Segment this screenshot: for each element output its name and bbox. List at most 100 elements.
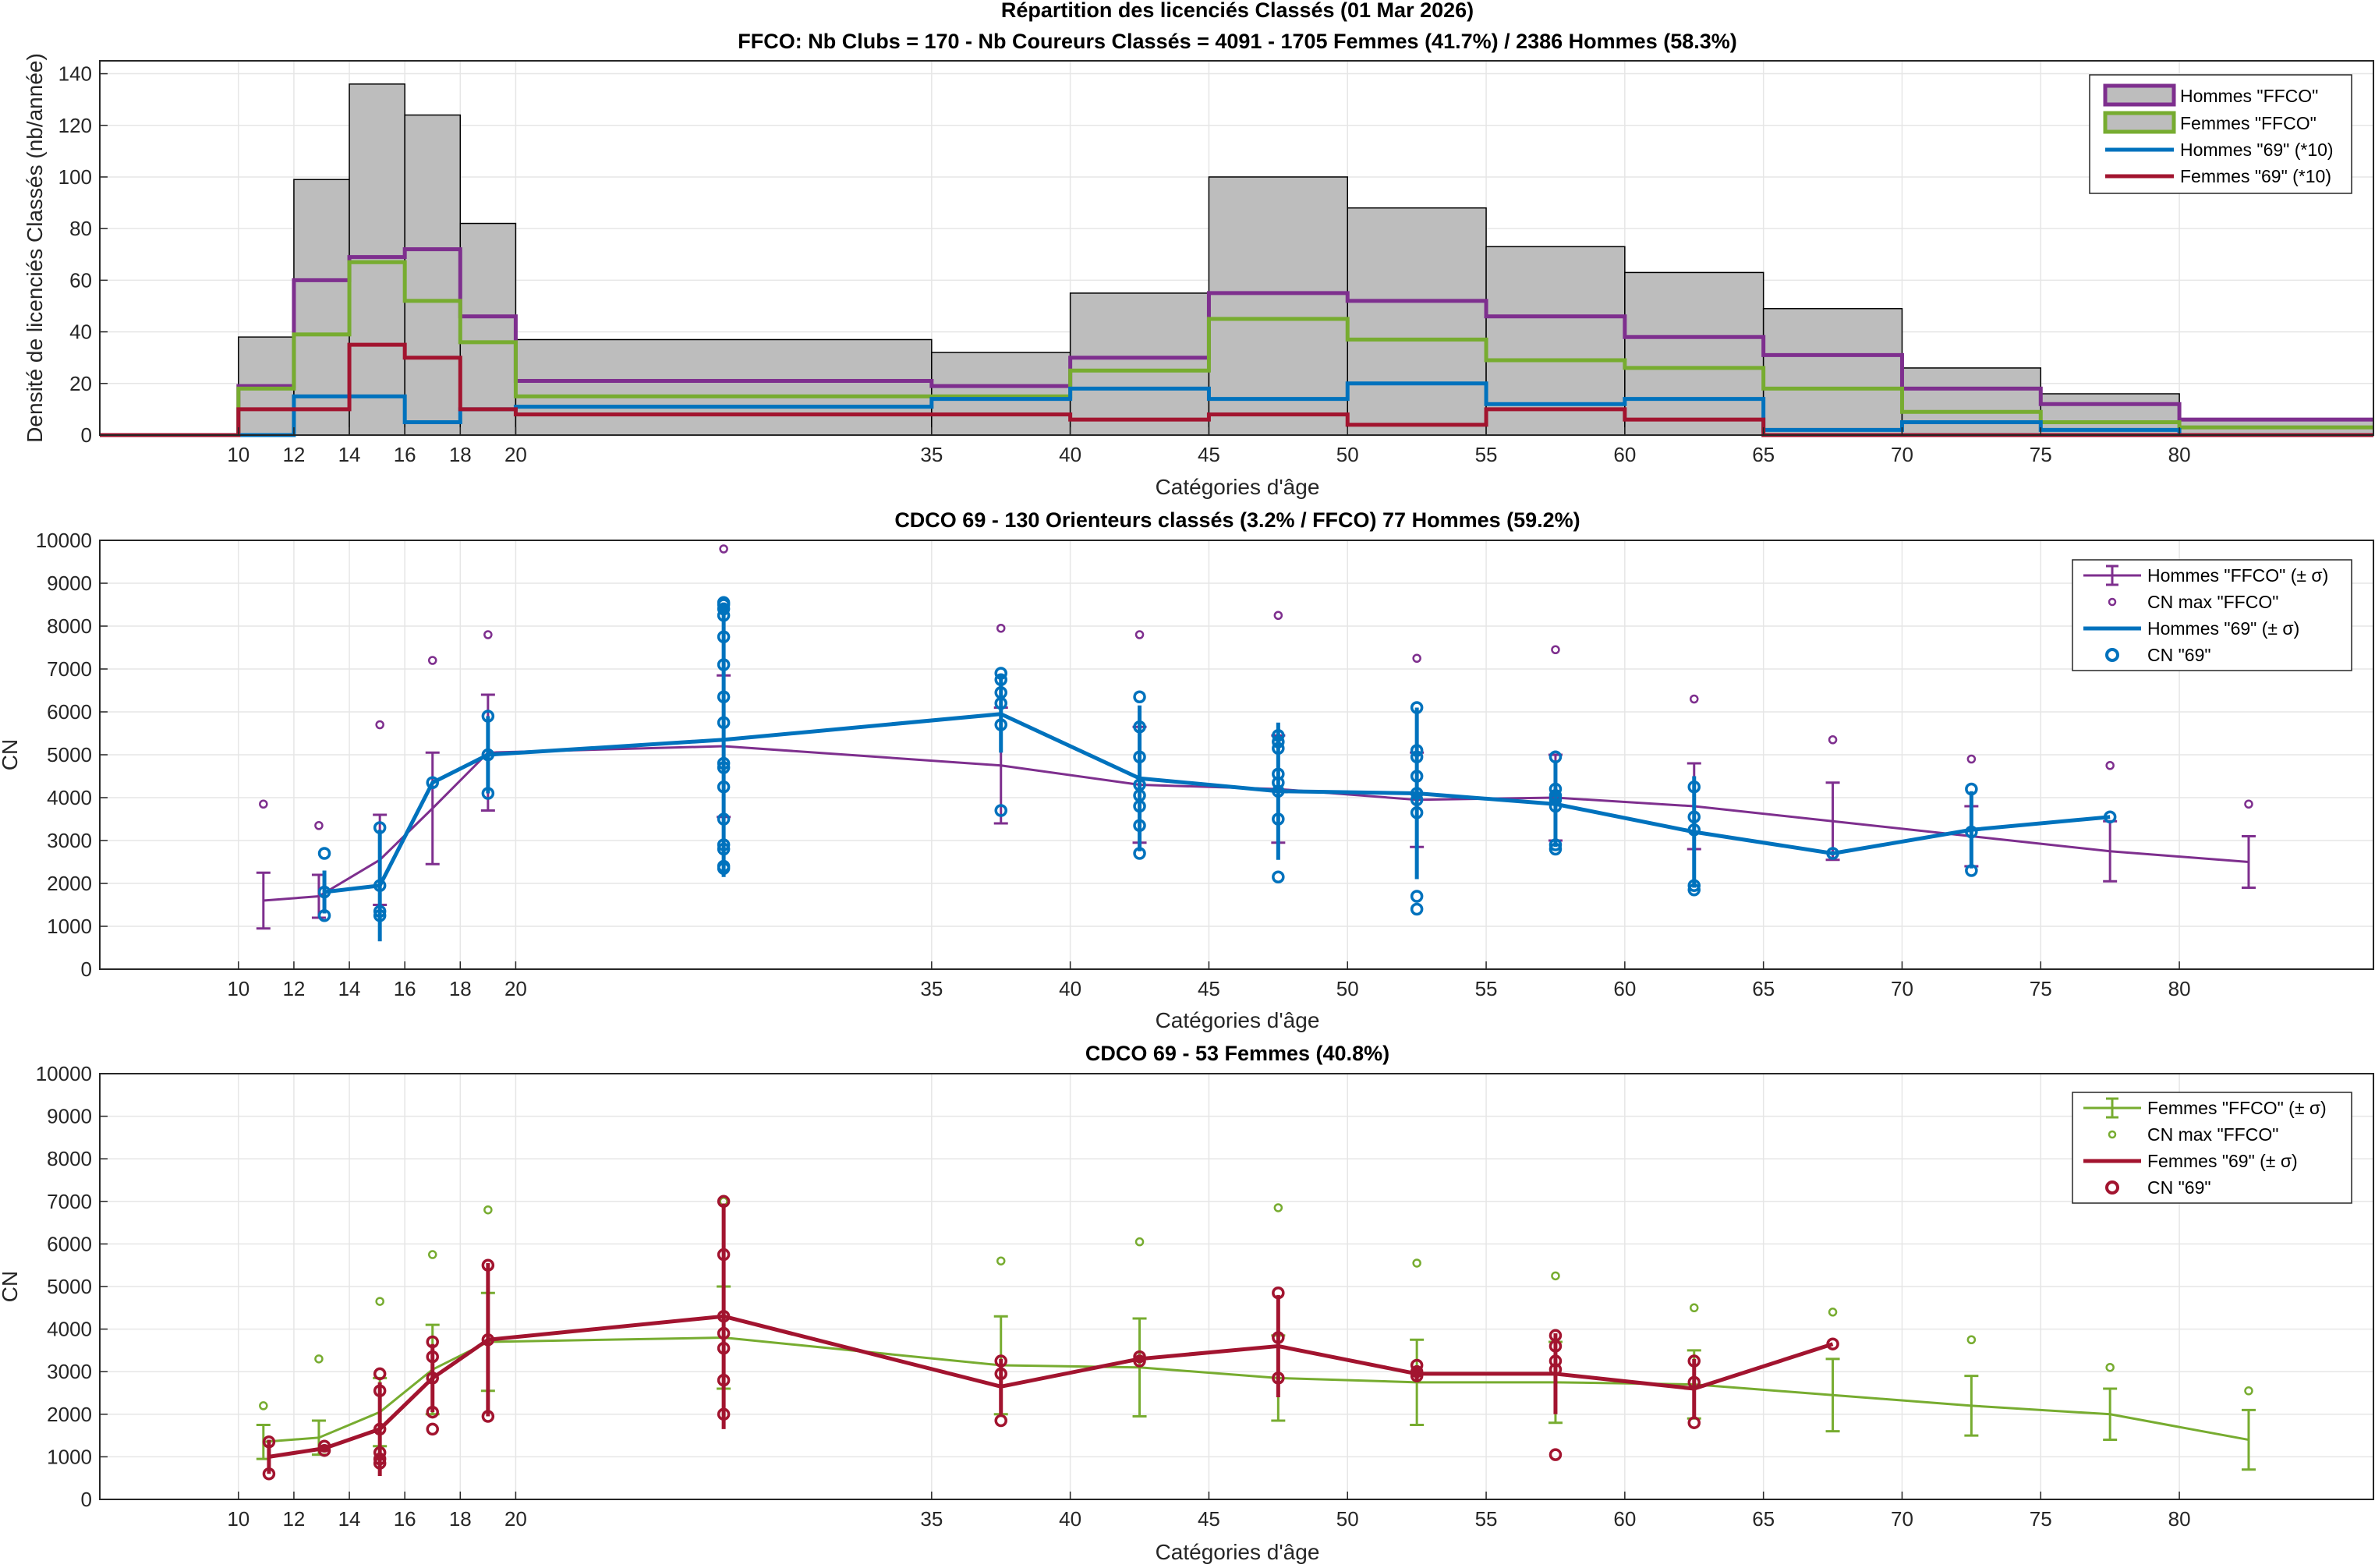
cn-69-point (1549, 750, 1563, 763)
legend-label-femmes-69-sd: Femmes "69" (± σ) (2147, 1151, 2298, 1171)
cn-69-point (481, 1258, 495, 1272)
histogram-bar (1485, 246, 1626, 436)
women-cn-plot (256, 1195, 2256, 1481)
legend-label-cn-max-ffco-women: CN max "FFCO" (2147, 1124, 2278, 1145)
histogram-bar (459, 222, 517, 436)
x-tick-label: 18 (449, 977, 472, 1000)
y-tick-label: 5000 (47, 743, 92, 766)
cn-69-point (317, 847, 331, 860)
y-tick-label: 80 (69, 217, 92, 240)
women-cn-legend: Femmes "FFCO" (± σ) CN max "FFCO" Femmes… (2072, 1092, 2352, 1204)
cn-69-point (1549, 799, 1563, 813)
cn-max-ffco-point (259, 1401, 268, 1410)
cn-69-point (373, 1422, 387, 1436)
y-tick-label: 1000 (47, 915, 92, 938)
histogram-title: Répartition des licenciés Classés (01 Ma… (1001, 0, 1474, 22)
x-tick-label: 75 (2030, 1507, 2052, 1531)
x-tick-label: 45 (1198, 1507, 1220, 1531)
x-tick-label: 60 (1613, 1507, 1636, 1531)
legend-swatch-hommes-ffco (2103, 83, 2176, 107)
cn-69-point (262, 1467, 276, 1481)
cn-max-ffco-point (314, 821, 324, 830)
cn-69-point (717, 761, 731, 774)
legend-label-hommes-69-sd: Hommes "69" (± σ) (2147, 618, 2299, 639)
y-tick-label: 6000 (47, 700, 92, 724)
cn-69-point (717, 598, 731, 611)
cn-max-ffco-point (719, 544, 728, 554)
cn-69-point (1687, 823, 1701, 837)
cn-69-point (1410, 1369, 1424, 1382)
cn-max-ffco-point (2244, 799, 2253, 809)
cn-69-point (1133, 847, 1146, 860)
cn-69-point (1687, 780, 1701, 794)
cn-69-point (1272, 729, 1285, 742)
x-tick-label: 50 (1336, 443, 1359, 466)
cn-69-point (994, 1367, 1007, 1381)
cn-max-ffco-point (1690, 694, 1699, 704)
cn-69-point (1272, 767, 1285, 780)
men-cn-legend-box (2072, 559, 2352, 671)
women-cn-y-ticks: 0 1000 2000 3000 4000 5000 6000 7000 8000 9000 100… (36, 1062, 108, 1511)
cn-69-point (426, 1372, 439, 1385)
cn-69-point (481, 1333, 495, 1347)
x-tick-label: 80 (2168, 977, 2191, 1000)
cn-69-point (1410, 806, 1424, 819)
cn-69-point (373, 821, 387, 834)
cn-69-point (262, 1435, 276, 1449)
x-tick-label: 16 (394, 443, 416, 466)
cn-69-point (1549, 1363, 1563, 1376)
cn-69-point (426, 1422, 439, 1436)
legend-swatch-femmes-ffco (2103, 111, 2176, 134)
x-tick-label: 16 (394, 977, 416, 1000)
cn-69-point (1272, 784, 1285, 798)
cn-69-point (994, 1414, 1007, 1428)
cn-69-point (1549, 793, 1563, 806)
histogram-legend: Hommes "FFCO" Femmes "FFCO" Hommes "69" … (2089, 74, 2352, 194)
cn-69-point (373, 879, 387, 892)
ffco-mean-line (263, 1336, 2249, 1443)
local-mean-line (324, 712, 2111, 894)
cn-max-ffco-point (483, 1205, 493, 1215)
cn-max-ffco-point (1690, 1303, 1699, 1313)
y-tick-label: 140 (58, 62, 92, 86)
x-tick-label: 10 (227, 977, 250, 1000)
x-tick-label: 10 (227, 1507, 250, 1531)
cn-69-point (1965, 864, 1978, 877)
cn-69-point (1549, 1354, 1563, 1368)
cn-69-point (717, 1341, 731, 1355)
x-tick-label: 55 (1475, 443, 1498, 466)
cn-69-point (1133, 720, 1146, 734)
cn-69-point (1272, 1331, 1285, 1344)
men-cn-legend: Hommes "FFCO" (± σ) CN max "FFCO" Hommes… (2072, 559, 2352, 671)
cn-max-ffco-point (1134, 630, 1145, 639)
cn-69-point (1687, 1416, 1701, 1429)
cn-69-point (1826, 847, 1839, 860)
cn-69-point (1687, 1375, 1701, 1389)
cn-69-point (1410, 750, 1424, 763)
histogram-y-label: Densité de licenciés Classés (nb/année) (23, 53, 47, 443)
men-cn-y-ticks: 0 1000 2000 3000 4000 5000 6000 7000 8000 9000 100… (36, 529, 108, 981)
x-tick-label: 80 (2168, 443, 2191, 466)
y-tick-label: 9000 (47, 572, 92, 595)
cn-69-point (717, 838, 731, 851)
cn-69-point (373, 1452, 387, 1466)
cn-69-point (1826, 1337, 1839, 1350)
legend-label-hommes-ffco-sd: Hommes "FFCO" (± σ) (2147, 565, 2328, 586)
cn-69-point (317, 885, 331, 899)
cn-69-point (1549, 1448, 1563, 1461)
cn-max-ffco-point (1966, 754, 1977, 764)
x-tick-label: 18 (449, 1507, 472, 1531)
cn-69-point (426, 1335, 439, 1349)
legend-label-femmes-ffco-sd: Femmes "FFCO" (± σ) (2147, 1098, 2327, 1118)
x-tick-label: 70 (1891, 1507, 1913, 1531)
cn-max-ffco-point (1134, 1237, 1145, 1247)
cn-69-point (1272, 812, 1285, 826)
histogram-x-ticks: 10 12 14 16 18 20 35 40 45 50 55 60 65 70 75 80 (227, 427, 2191, 466)
y-tick-label: 100 (58, 165, 92, 189)
cn-max-ffco-point (314, 1354, 324, 1364)
cn-69-point (1272, 742, 1285, 755)
cn-69-point (1133, 690, 1146, 703)
legend-label-cn-max-ffco: CN max "FFCO" (2147, 592, 2278, 612)
women-cn-legend-box (2072, 1092, 2352, 1204)
